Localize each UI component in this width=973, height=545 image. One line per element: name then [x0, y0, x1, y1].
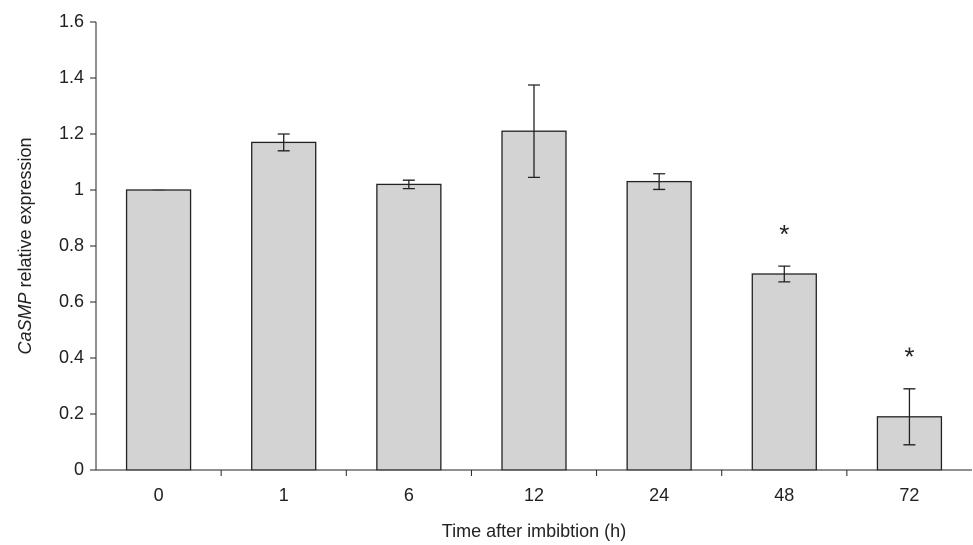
x-tick-label: 6	[404, 485, 414, 505]
bar	[376, 183, 442, 471]
x-tick-label: 48	[774, 485, 794, 505]
x-tick-label: 72	[899, 485, 919, 505]
y-tick-label: 1.6	[59, 11, 84, 31]
y-tick-label: 0.8	[59, 235, 84, 255]
x-axis-label: Time after imbibtion (h)	[442, 521, 626, 541]
error-bar	[402, 179, 415, 190]
y-axis-label-italic: CaSMP	[15, 293, 35, 355]
y-axis-label: CaSMP relative expression	[15, 137, 35, 354]
error-bar	[528, 84, 540, 179]
y-tick-label: 0	[74, 459, 84, 479]
bar	[251, 141, 317, 471]
y-tick-label: 0.6	[59, 291, 84, 311]
error-bar	[903, 388, 916, 446]
x-tick-label: 0	[154, 485, 164, 505]
y-tick-label: 1.2	[59, 123, 84, 143]
x-tick-label: 24	[649, 485, 669, 505]
bar	[751, 273, 817, 471]
x-tick-label: 12	[524, 485, 544, 505]
error-bar	[778, 265, 791, 283]
bar	[626, 180, 692, 471]
y-tick-label: 0.2	[59, 403, 84, 423]
bar	[501, 130, 567, 471]
bar	[125, 189, 192, 471]
y-tick-label: 0.4	[59, 347, 84, 367]
y-axis-label-rest: relative expression	[15, 137, 35, 287]
significance-mark: *	[779, 219, 789, 249]
error-bar	[277, 133, 290, 152]
error-bar	[653, 173, 666, 191]
x-tick-label: 1	[279, 485, 289, 505]
y-tick-label: 1	[74, 179, 84, 199]
y-tick-label: 1.4	[59, 67, 84, 87]
significance-mark: *	[904, 342, 914, 372]
